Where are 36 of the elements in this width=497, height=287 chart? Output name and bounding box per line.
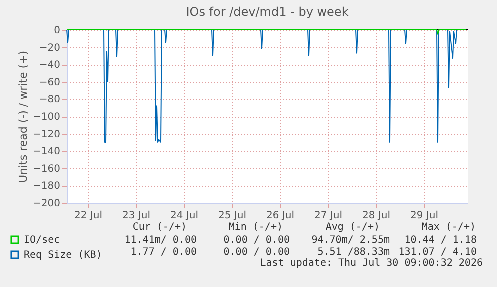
x-tick-label: 28 Jul	[362, 210, 390, 222]
y-tick-label: −60	[39, 77, 60, 88]
x-tick-label: 29 Jul	[410, 210, 438, 222]
x-tick-label: 23 Jul	[122, 210, 150, 222]
x-tick-label: 22 Jul	[74, 210, 102, 222]
y-tick-label: −100	[33, 112, 60, 123]
text: 5.51 /88.33m	[318, 247, 390, 258]
text: Avg (-/+)	[326, 222, 380, 233]
x-tick-label: 27 Jul	[314, 210, 342, 222]
y-tick-label: −200	[33, 198, 60, 210]
text: 94.70m/ 2.55m	[312, 235, 390, 246]
legend-label: Req Size (KB)	[24, 250, 102, 261]
text: Cur (-/+)	[132, 222, 187, 233]
y-axis-title: Units read (-) / write (+)	[17, 50, 30, 184]
text: Max (-/+)	[422, 222, 476, 233]
x-tick-label: 24 Jul	[170, 210, 198, 222]
y-tick-label: −120	[33, 129, 60, 140]
text: 11.41m/ 0.00	[124, 235, 197, 246]
text: 0.00 / 0.00	[224, 247, 290, 258]
text: 10.44 / 1.18	[404, 235, 477, 246]
y-tick-label: −160	[33, 164, 60, 175]
y-tick-label: −180	[33, 181, 60, 192]
x-tick-label: 25 Jul	[218, 210, 246, 222]
text: 0.00 / 0.00	[224, 235, 290, 246]
y-tick-label: 0	[54, 26, 60, 36]
y-tick-label: −140	[33, 146, 60, 158]
text: Min (-/+)	[228, 222, 283, 233]
text: 131.07 / 4.10	[398, 247, 477, 258]
y-tick-label: −40	[39, 60, 60, 72]
y-tick-label: −20	[39, 42, 60, 54]
text: 1.77 / 0.00	[130, 247, 197, 258]
y-tick-label: −80	[39, 94, 60, 106]
x-tick-label: 26 Jul	[266, 210, 294, 222]
chart-title: IOs for /dev/md1 - by week	[186, 5, 349, 19]
legend-label: IO/sec	[24, 235, 60, 246]
text: Last update: Thu Jul 30 09:00:32 2026	[260, 258, 483, 269]
